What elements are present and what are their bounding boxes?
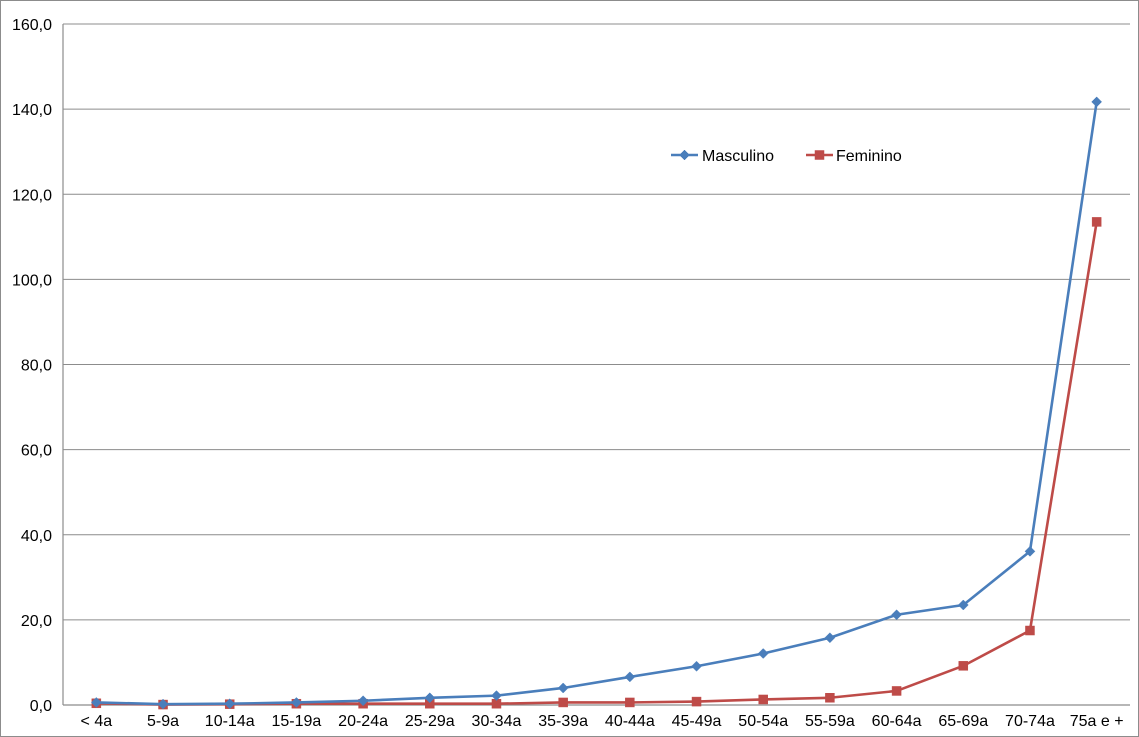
series-feminino: [91, 217, 1102, 710]
x-tick-label: < 4a: [81, 713, 113, 730]
x-tick-label: 35-39a: [538, 713, 588, 730]
x-tick-label: 75a e +: [1070, 713, 1124, 730]
legend-item-masculino: Masculino: [671, 148, 774, 165]
legend-item-feminino: Feminino: [806, 148, 902, 165]
data-point: [1091, 96, 1103, 108]
y-tick-label: 40,0: [21, 528, 52, 545]
x-tick-label: 5-9a: [147, 713, 179, 730]
x-tick-label: 25-29a: [405, 713, 455, 730]
x-tick-label: 60-64a: [872, 713, 922, 730]
data-point: [679, 149, 690, 161]
data-point: [957, 599, 969, 611]
data-point: [291, 697, 302, 708]
x-tick-label: 65-69a: [938, 713, 988, 730]
y-tick-label: 60,0: [21, 443, 52, 460]
data-point: [625, 697, 635, 708]
y-tick-label: 100,0: [12, 272, 52, 289]
data-point: [757, 648, 769, 659]
data-point: [958, 661, 969, 671]
data-point: [758, 694, 768, 705]
series-line: [96, 221, 1098, 706]
x-tick-label: 30-34a: [472, 713, 522, 730]
data-point: [691, 660, 702, 672]
data-point: [891, 686, 902, 696]
data-point: [157, 698, 169, 710]
y-tick-labels: 0,0 20,0 40,0 60,0 80,0 100,0 120,0 140,0 160,0: [12, 17, 52, 715]
y-tick-label: 160,0: [12, 17, 52, 34]
data-point: [824, 632, 836, 644]
data-point: [825, 693, 835, 703]
x-tick-label: 20-24a: [338, 713, 388, 730]
data-point: [1024, 545, 1036, 557]
data-point: [624, 671, 636, 683]
x-tick-label: 70-74a: [1005, 713, 1055, 730]
data-point: [891, 609, 902, 621]
data-point: [557, 682, 569, 694]
data-point: [814, 150, 825, 160]
series-masculino: [90, 96, 1103, 710]
data-point: [1025, 625, 1035, 636]
data-point: [691, 696, 702, 707]
data-point: [1091, 217, 1102, 227]
data-point: [424, 692, 436, 704]
legend-label: Masculino: [702, 148, 774, 165]
y-tick-label: 140,0: [12, 102, 52, 119]
data-point: [224, 698, 236, 710]
x-tick-label: 15-19a: [271, 713, 321, 730]
series-lines: [90, 96, 1103, 710]
x-tick-label: 50-54a: [738, 713, 788, 730]
grid-lines: [63, 23, 1130, 621]
x-tick-label: 40-44a: [605, 713, 655, 730]
legend-label: Feminino: [836, 148, 902, 165]
data-point: [558, 697, 568, 708]
y-tick-label: 0,0: [30, 698, 52, 715]
series-line: [96, 101, 1098, 706]
x-tick-labels: < 4a 5-9a 10-14a 15-19a 20-24a 25-29a 30-34a 35…: [81, 713, 1124, 730]
y-tick-label: 20,0: [21, 613, 52, 630]
x-tick-label: 55-59a: [805, 713, 855, 730]
y-tick-label: 120,0: [12, 187, 52, 204]
data-point: [491, 690, 502, 701]
data-point: [357, 695, 369, 707]
y-tick-label: 80,0: [21, 358, 52, 375]
x-tick-label: 10-14a: [205, 713, 255, 730]
legend: Masculino Feminino: [671, 148, 902, 165]
x-tick-label: 45-49a: [672, 713, 722, 730]
data-point: [90, 697, 102, 708]
